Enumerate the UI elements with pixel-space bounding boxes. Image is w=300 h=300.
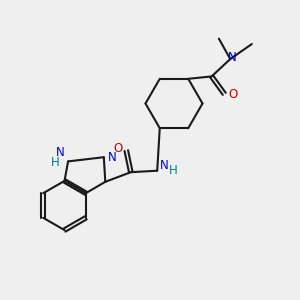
Text: N: N <box>159 159 168 172</box>
Text: N: N <box>56 146 65 160</box>
Text: H: H <box>168 164 177 177</box>
Text: N: N <box>108 151 117 164</box>
Text: N: N <box>228 51 236 64</box>
Text: O: O <box>228 88 237 101</box>
Text: H: H <box>51 156 60 170</box>
Text: O: O <box>113 142 122 155</box>
